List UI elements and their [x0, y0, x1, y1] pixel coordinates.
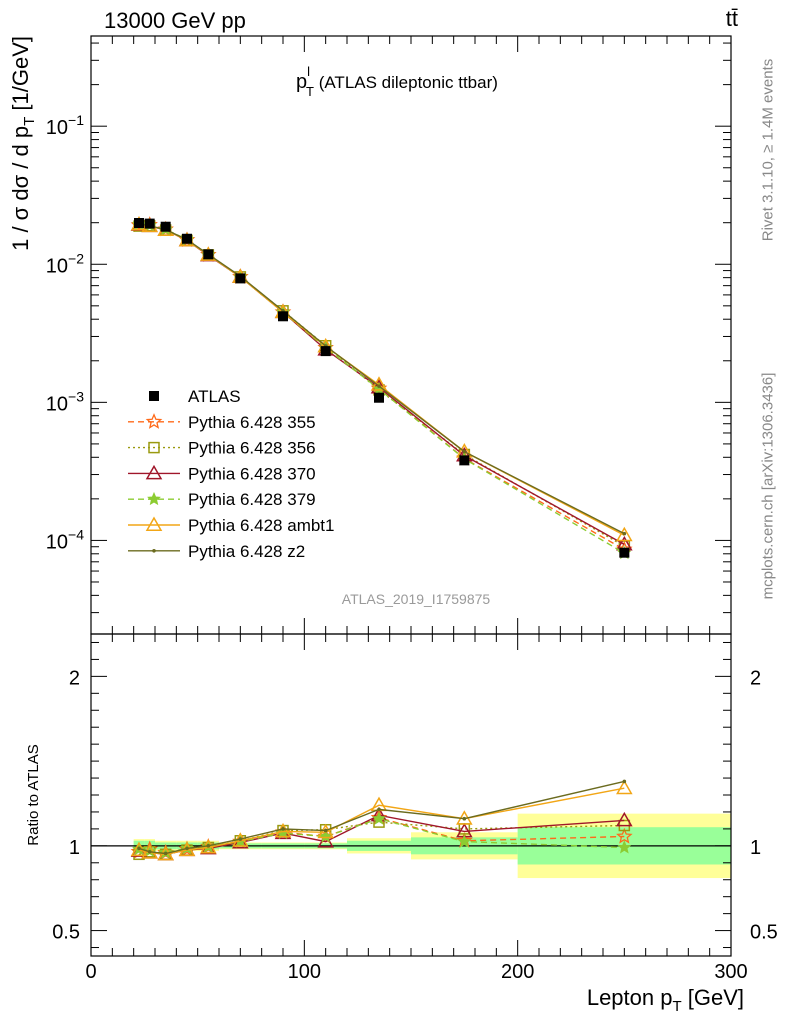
ratio-y-tick-label: 1 [69, 837, 80, 859]
ratio-point-p370 [616, 811, 633, 827]
point-atlas [134, 218, 144, 229]
legend: ATLAS Pythia 6.428 355 Pythia 6.428 356 Pyt… [128, 387, 334, 561]
point-atlas [160, 221, 171, 232]
x-tick-label: 0 [85, 961, 96, 983]
legend-label-data: ATLAS [188, 387, 241, 406]
point-atlas [144, 218, 155, 229]
legend-marker-p355 [145, 413, 163, 429]
point-atlas [278, 311, 288, 322]
ratio-plot-frame [90, 633, 732, 957]
legend-marker-p356 [148, 441, 160, 454]
legend-marker-ambt1 [145, 516, 163, 531]
ratio-y-tick-label-right: 0.5 [750, 922, 778, 944]
main-series-group [130, 216, 633, 560]
x-tick-label: 300 [714, 961, 747, 983]
ratio-y-tick-label-right: 2 [750, 667, 761, 689]
ratio-point-z2 [206, 844, 211, 848]
point-atlas [182, 233, 192, 244]
ratio-point-p379 [617, 840, 632, 854]
ratio-point-z2 [323, 828, 328, 833]
plot-title: pl T (ATLAS dileptonic ttbar) [296, 64, 498, 99]
legend-label-p370: Pythia 6.428 370 [188, 464, 316, 483]
legend-marker-p370 [145, 464, 163, 480]
point-atlas [459, 455, 470, 466]
ratio-point-p355 [616, 827, 633, 844]
legend-label-p356: Pythia 6.428 356 [188, 439, 316, 458]
point-atlas [320, 346, 331, 357]
point-ambt1 [616, 526, 633, 542]
collision-energy-label: 13000 GeV pp [104, 8, 246, 33]
ratio-point-ambt1 [274, 822, 292, 838]
ratio-y-tick-label-right: 1 [750, 837, 761, 859]
ratio-point-ambt1 [317, 823, 334, 839]
legend-marker-p379 [147, 491, 161, 506]
ratio-point-z2 [137, 846, 141, 851]
ratio-point-z2 [622, 779, 627, 784]
ratio-y-tick-label: 2 [69, 667, 80, 689]
point-z2 [377, 384, 381, 388]
y-tick-label: 10−1 [46, 112, 84, 139]
ratio-point-z2 [377, 807, 381, 812]
ratio-point-z2 [147, 849, 152, 854]
series-line-z2 [138, 223, 625, 535]
ratio-point-p379 [372, 811, 386, 825]
legend-label-p379: Pythia 6.428 379 [188, 490, 316, 509]
main-plot-frame [90, 35, 732, 635]
ratio-point-z2 [185, 846, 189, 851]
x-tick-label: 100 [288, 961, 321, 983]
ratio-point-z2 [462, 816, 467, 821]
series-line-ambt1 [138, 223, 625, 536]
legend-label-p355: Pythia 6.428 355 [188, 413, 316, 432]
ratio-point-p379 [457, 834, 472, 848]
y-tick-label: 10−4 [46, 526, 84, 553]
process-label: tt̄ [725, 6, 738, 31]
ratio-point-z2 [163, 851, 168, 856]
x-tick-label: 200 [501, 961, 534, 983]
point-z2 [462, 449, 467, 454]
y-tick-label: 10−2 [46, 250, 84, 277]
y-axis-label: 1 / σ dσ / d pT [1/GeV] [8, 36, 38, 251]
x-axis-label: Lepton pT [GeV] [587, 985, 744, 1015]
analysis-watermark: ATLAS_2019_I1759875 [342, 591, 491, 607]
point-atlas [203, 249, 214, 260]
legend-marker-z2 [152, 549, 156, 553]
ratio-point-p379 [318, 829, 333, 843]
point-z2 [622, 531, 627, 536]
ratio-y-tick-label: 0.5 [52, 922, 80, 944]
y-tick-label: 10−3 [46, 388, 84, 415]
point-p379 [372, 381, 386, 395]
ratio-y-axis-label: Ratio to ATLAS [25, 744, 42, 845]
legend-label-z2: Pythia 6.428 z2 [188, 542, 305, 561]
point-atlas [235, 273, 246, 284]
legend-label-ambt1: Pythia 6.428 ambt1 [188, 516, 334, 535]
ratio-point-z2 [238, 837, 243, 841]
point-atlas [374, 392, 384, 403]
ratio-point-ambt1 [616, 779, 633, 795]
ratio-series-group [130, 779, 633, 861]
legend-marker-atlas [149, 391, 159, 401]
ratio-point-z2 [281, 827, 285, 831]
point-atlas [619, 547, 630, 558]
